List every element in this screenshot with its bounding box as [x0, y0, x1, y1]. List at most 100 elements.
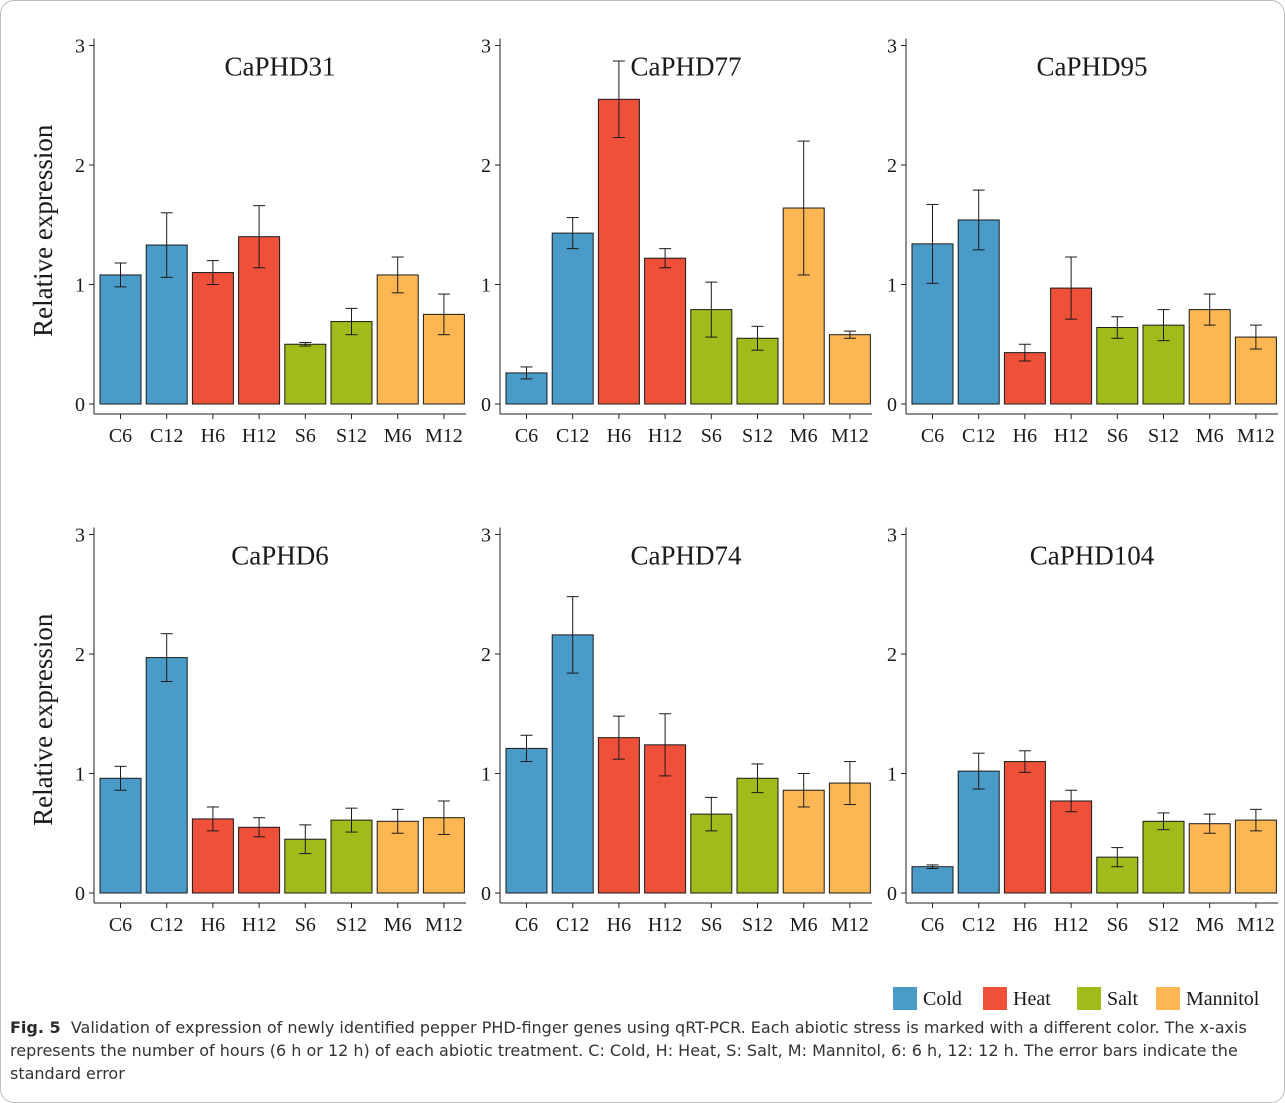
panel-2-ytick-label: 1	[481, 275, 491, 297]
panel-2-xtick-label: H6	[607, 425, 631, 447]
panel-6-bar-C6	[911, 866, 954, 894]
panel-5-xtick-label: M12	[831, 914, 869, 936]
panel-3-xtick-label: M6	[1196, 425, 1224, 447]
panel-6-title: CaPHD104	[1030, 541, 1155, 571]
panel-2-xtick-label: S6	[701, 425, 722, 447]
panel-2-bar-C12	[551, 232, 594, 405]
panel-4-ytick-label: 0	[75, 883, 85, 905]
panel-1-xtick-label: H12	[242, 425, 276, 447]
legend-label-mannitol: Mannitol	[1186, 988, 1260, 1010]
caption-label: Fig. 5	[10, 1018, 61, 1037]
panel-4-xtick-label: M6	[384, 914, 412, 936]
panel-4-bar-C12	[145, 657, 188, 894]
panel-5-xtick-label: S6	[701, 914, 722, 936]
panel-2-xtick-label: S12	[742, 425, 773, 447]
panel-2-bar-M12	[828, 334, 871, 405]
panel-1-ytick-label: 3	[75, 36, 85, 58]
panel-3-bar-S6	[1096, 327, 1139, 405]
panel-2-ytick-label: 3	[481, 36, 491, 58]
panel-6-ytick-label: 1	[887, 764, 897, 786]
panel-6-bar-C12	[957, 770, 1000, 894]
panel-4-xtick-label: M12	[425, 914, 463, 936]
panel-6-xtick-label: C12	[962, 914, 995, 936]
panel-6-xtick-label: M6	[1196, 914, 1224, 936]
panel-1-ytick-label: 0	[75, 394, 85, 416]
panel-4-bar-C6	[99, 777, 142, 894]
panel-5-bar-C12	[551, 634, 594, 894]
legend-label-salt: Salt	[1107, 988, 1139, 1010]
panel-4-xtick-label: H6	[201, 914, 225, 936]
legend-swatch-salt	[1077, 987, 1101, 1010]
panel-6-xtick-label: H6	[1013, 914, 1037, 936]
panel-6-bar-H12	[1050, 800, 1093, 894]
panel-2-bar-H6	[597, 98, 640, 405]
panel-3-xtick-label: S6	[1107, 425, 1128, 447]
panel-3-title: CaPHD95	[1036, 52, 1147, 82]
panel-6-xtick-label: S12	[1148, 914, 1179, 936]
panel-1-xtick-label: C12	[150, 425, 183, 447]
row-1-ylabel: Relative expression	[28, 124, 58, 337]
panel-4-ytick-label: 3	[75, 525, 85, 547]
panel-4-title: CaPHD6	[231, 541, 329, 571]
panel-5-xtick-label: H12	[648, 914, 682, 936]
panel-6-bar-H6	[1003, 761, 1046, 894]
panel-3-xtick-label: C12	[962, 425, 995, 447]
panel-3-xtick-label: C6	[921, 425, 944, 447]
panel-6-bar-M12	[1234, 819, 1277, 894]
panel-6-xtick-label: C6	[921, 914, 944, 936]
panel-3-ytick-label: 2	[887, 155, 897, 177]
panel-1-xtick-label: C6	[109, 425, 132, 447]
panel-5-xtick-label: S12	[742, 914, 773, 936]
panel-1-bar-S6	[284, 343, 327, 405]
panel-5-ytick-label: 3	[481, 525, 491, 547]
legend-swatch-heat	[983, 987, 1007, 1010]
panel-6-bar-M6	[1188, 823, 1231, 894]
legend-label-cold: Cold	[923, 988, 962, 1010]
panel-5-xtick-label: C12	[556, 914, 589, 936]
panel-1-xtick-label: M12	[425, 425, 463, 447]
panel-1-ytick-label: 2	[75, 155, 85, 177]
panel-1-bar-C6	[99, 274, 142, 405]
panel-4-xtick-label: S12	[336, 914, 367, 936]
panel-4-bar-H12	[238, 826, 281, 894]
panel-4-xtick-label: C12	[150, 914, 183, 936]
panel-5-bar-S12	[736, 777, 779, 894]
panel-6-xtick-label: S6	[1107, 914, 1128, 936]
panel-5-xtick-label: C6	[515, 914, 538, 936]
panel-6-xtick-label: M12	[1237, 914, 1275, 936]
panel-5-xtick-label: M6	[790, 914, 818, 936]
panel-1-xtick-label: M6	[384, 425, 412, 447]
legend-label-heat: Heat	[1013, 988, 1051, 1010]
figure-panels: CaPHD31 0 1 2 3 C6 C12 H6 H12 S6 S12 M6 M12 CaPHD77 0 1…	[28, 36, 1278, 1010]
panel-3-xtick-label: S12	[1148, 425, 1179, 447]
panel-2-xtick-label: H12	[648, 425, 682, 447]
panel-2-xtick-label: M6	[790, 425, 818, 447]
panel-2-xtick-label: M12	[831, 425, 869, 447]
panel-2-bar-H12	[644, 257, 687, 405]
panel-6-ytick-label: 2	[887, 644, 897, 666]
panel-4-ytick-label: 2	[75, 644, 85, 666]
panel-1-bar-S12	[330, 321, 373, 405]
panel-3-xtick-label: M12	[1237, 425, 1275, 447]
panel-4-xtick-label: C6	[109, 914, 132, 936]
figure-caption: Fig. 5 Validation of expression of newly…	[10, 1016, 1278, 1085]
panel-5-ytick-label: 1	[481, 764, 491, 786]
panel-3-xtick-label: H6	[1013, 425, 1037, 447]
panel-2-xtick-label: C6	[515, 425, 538, 447]
panel-5-title: CaPHD74	[630, 541, 742, 571]
panel-4-xtick-label: H12	[242, 914, 276, 936]
panel-4-xtick-label: S6	[295, 914, 316, 936]
panel-1-title: CaPHD31	[224, 52, 335, 82]
panel-1-bar-M6	[376, 274, 419, 405]
panel-1-xtick-label: S12	[336, 425, 367, 447]
panel-6-ytick-label: 3	[887, 525, 897, 547]
panel-2-ytick-label: 2	[481, 155, 491, 177]
panel-4-ytick-label: 1	[75, 764, 85, 786]
panel-5-xtick-label: H6	[607, 914, 631, 936]
panel-1-ytick-label: 1	[75, 275, 85, 297]
panel-2-ytick-label: 0	[481, 394, 491, 416]
panel-2-xtick-label: C12	[556, 425, 589, 447]
panel-3-bar-C12	[957, 219, 1000, 405]
caption-text: Validation of expression of newly identi…	[10, 1018, 1247, 1083]
panel-3-ytick-label: 3	[887, 36, 897, 58]
